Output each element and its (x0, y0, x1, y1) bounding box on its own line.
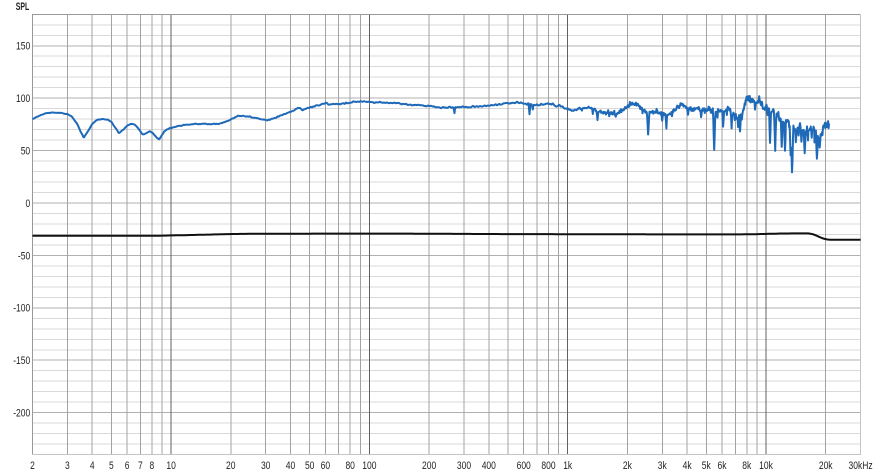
svg-text:200: 200 (422, 460, 436, 472)
svg-text:800: 800 (541, 460, 555, 472)
svg-text:8: 8 (150, 460, 155, 472)
svg-text:100: 100 (16, 93, 30, 105)
svg-text:10k: 10k (759, 460, 773, 472)
svg-text:SPL: SPL (16, 1, 30, 13)
svg-text:1k: 1k (563, 460, 572, 472)
svg-text:20: 20 (226, 460, 236, 472)
svg-text:100: 100 (362, 460, 376, 472)
svg-text:20k: 20k (819, 460, 833, 472)
svg-text:8k: 8k (742, 460, 751, 472)
svg-text:-50: -50 (18, 250, 30, 262)
svg-text:80: 80 (345, 460, 355, 472)
svg-text:-200: -200 (13, 408, 30, 420)
svg-text:6: 6 (125, 460, 130, 472)
svg-text:0: 0 (26, 198, 31, 210)
svg-text:600: 600 (517, 460, 531, 472)
svg-text:3k: 3k (658, 460, 667, 472)
svg-text:5k: 5k (702, 460, 711, 472)
svg-text:-150: -150 (13, 355, 30, 367)
svg-text:10: 10 (166, 460, 176, 472)
svg-text:40: 40 (286, 460, 296, 472)
svg-text:30: 30 (261, 460, 271, 472)
svg-text:5: 5 (109, 460, 114, 472)
svg-text:4: 4 (90, 460, 95, 472)
svg-text:150: 150 (16, 41, 30, 53)
svg-text:3: 3 (65, 460, 70, 472)
svg-text:2: 2 (30, 460, 35, 472)
svg-text:6k: 6k (718, 460, 727, 472)
svg-text:2k: 2k (623, 460, 632, 472)
svg-text:-100: -100 (13, 303, 30, 315)
svg-text:300: 300 (457, 460, 471, 472)
svg-text:60: 60 (321, 460, 331, 472)
svg-text:4k: 4k (683, 460, 692, 472)
svg-text:50: 50 (21, 146, 31, 158)
svg-text:400: 400 (482, 460, 496, 472)
svg-text:50: 50 (305, 460, 315, 472)
svg-text:7: 7 (138, 460, 143, 472)
svg-text:30kHz: 30kHz (849, 460, 873, 472)
